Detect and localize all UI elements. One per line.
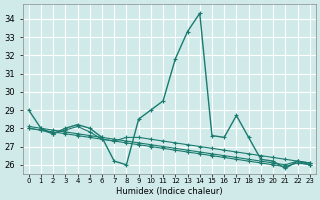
X-axis label: Humidex (Indice chaleur): Humidex (Indice chaleur): [116, 187, 222, 196]
